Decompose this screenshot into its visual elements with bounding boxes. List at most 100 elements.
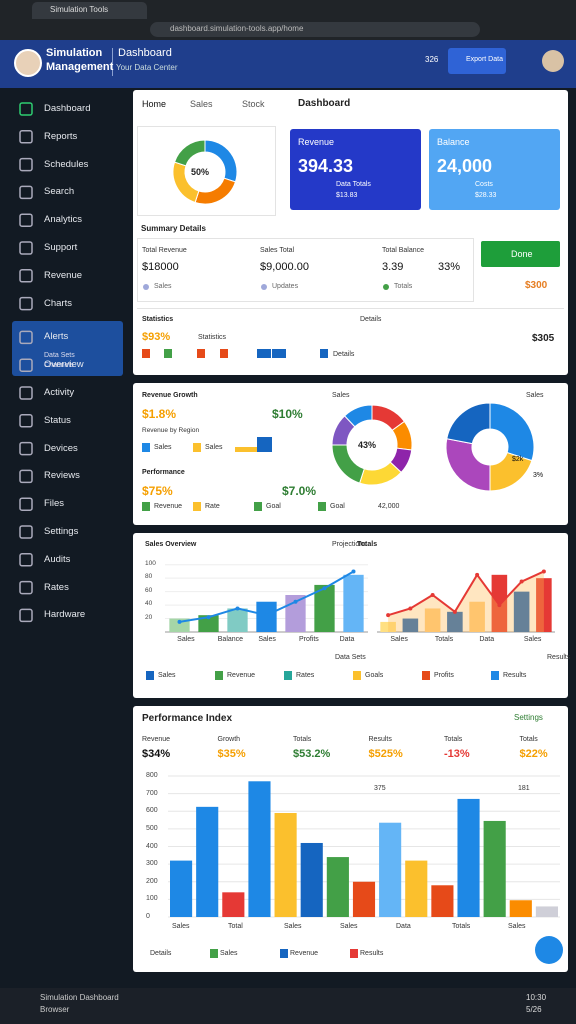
stats-label: Details [360,316,382,323]
chart-title: Sales [526,392,544,399]
user-avatar[interactable] [542,50,564,72]
legend-label: Revenue [290,950,319,957]
divider [112,48,113,76]
sidebar-icon [19,386,33,400]
card-title: Revenue [298,137,335,147]
bar [257,437,272,452]
sidebar-icon [19,525,33,539]
point [475,572,480,577]
swatch [215,671,223,680]
x-tick-label: Sales [390,636,408,643]
tab[interactable] [32,2,147,19]
tab: Sales [190,99,213,109]
address-bar[interactable] [150,22,480,37]
point [408,606,413,611]
swatch [142,443,150,452]
sidebar-item: Support [44,242,78,253]
bar [343,574,364,632]
done-button[interactable] [481,241,560,267]
x-tick-label: Sales [284,923,302,930]
tab: Stock [242,99,265,109]
legend-label: Rates [296,672,315,679]
sidebar-item: Devices [44,442,78,454]
swatch [320,349,328,358]
y-tick-label: 700 [146,789,158,797]
sidebar-item: Reviews [44,470,80,482]
donut-card [137,126,276,216]
summary-value: $18000 [142,261,179,273]
bar [314,584,335,632]
sidebar-item: Overview [44,359,84,371]
chart-title: Projections [332,541,367,548]
kpi-value: $22% [519,748,548,760]
revenue-card[interactable] [290,129,421,210]
y-tick-label: 500 [146,824,158,832]
point [430,593,435,597]
sidebar-icon [19,469,33,484]
sidebar-item: Status [44,414,71,426]
panel-title: Performance Index [142,713,233,724]
balance-card[interactable] [429,129,560,210]
card-value: 24,000 [437,156,493,176]
bar [227,608,248,632]
point [519,579,524,584]
note: 42,000 [378,503,400,510]
summary-dot [261,284,267,290]
swatch [257,349,271,358]
y-tick-label: 300 [146,860,158,868]
tab-title: Simulation Tools [50,5,109,14]
bar [222,892,245,917]
button-label: Done [511,249,533,259]
stats-label: Statistics [198,334,227,341]
y-tick-label: 20 [145,613,153,621]
caption: Results [547,654,571,661]
bar [402,618,419,632]
legend-label: Sales [220,950,238,957]
swatch [193,502,201,511]
x-tick-label: Totals [452,923,471,930]
sidebar-item: Activity [44,387,75,398]
kpi-label: Growth [217,736,241,743]
taskbar [0,988,576,1024]
bar [274,813,297,917]
point [322,586,327,591]
swatch [164,349,172,358]
y-tick-label: 0 [146,913,150,920]
sidebar-active[interactable] [12,321,123,376]
point [452,609,457,614]
x-tick-label: Profits [298,636,319,643]
fab[interactable] [535,936,563,964]
kpi-value: $34% [142,748,171,760]
x-tick-label: Sales [177,636,195,643]
card-sub: $13.83 [336,192,358,199]
bar [405,860,428,917]
swatch [142,502,150,511]
kpi-label: Totals [444,736,463,743]
legend-label: Sales [205,444,223,451]
bar [248,781,271,917]
card-sub: $28.33 [475,192,497,199]
export-button[interactable] [448,48,506,74]
sidebar-icon [19,497,33,511]
donut-segment [489,402,535,462]
kpi-value: $53.2% [293,748,331,760]
bar [457,798,480,917]
swatch [353,671,361,680]
donut-label: 50% [191,167,210,177]
x-tick-label: Data [479,636,495,643]
bar [509,900,532,917]
metric: $10% [272,407,303,421]
sidebar-item: Rates [44,581,69,593]
x-tick-label: Totals [434,636,454,643]
bar [352,881,376,917]
sidebar-icon [19,213,33,227]
settings: Settings [514,713,543,722]
chart-title: Totals [357,541,378,548]
donut-segment [331,444,365,484]
y-tick-label: 200 [146,877,158,885]
x-tick-label: Total [228,923,243,930]
sidebar-icon [19,241,33,255]
sidebar-icon [19,358,33,372]
summary-value: $9,000.00 [260,261,309,273]
y-tick-label: 100 [146,895,158,903]
